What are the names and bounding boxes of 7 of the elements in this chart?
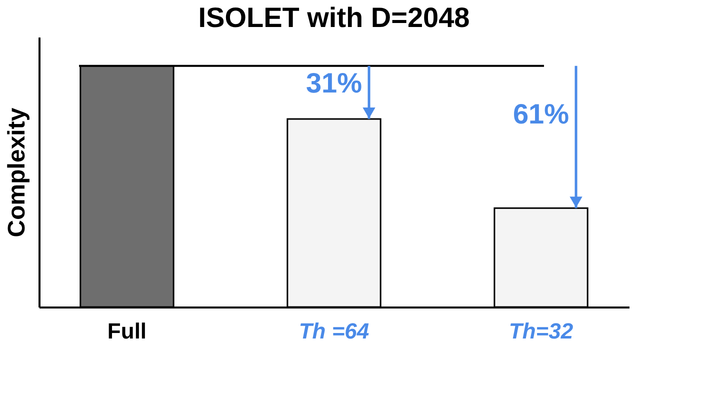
chart-title: ISOLET with D=2048 <box>198 2 470 33</box>
x-tick-label: Th =64 <box>298 318 370 344</box>
y-axis-title: Complexity <box>4 107 30 238</box>
x-tick-label: Th=32 <box>508 318 574 344</box>
annotation: 31% <box>306 67 362 98</box>
annotation: 61% <box>512 98 570 130</box>
x-tick-label: Full <box>107 318 147 344</box>
